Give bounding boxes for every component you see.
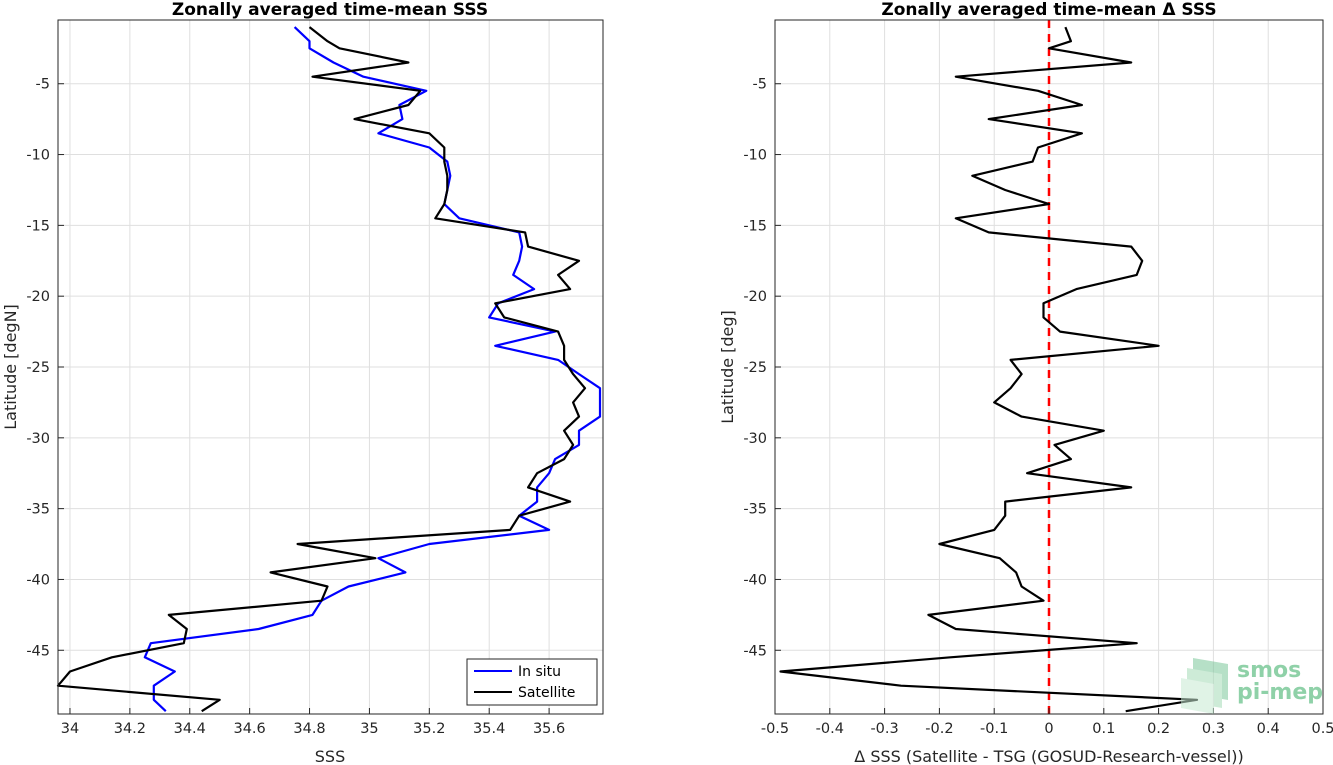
y-tick-label: -10	[26, 148, 50, 164]
x-tick-label: -0.4	[816, 721, 844, 737]
right-axes: -0.5 -0.4 -0.3 -0.2 -0.1 0 0.1 0.2 0.3 0.4 0.5 -45 -…	[718, 0, 1333, 765]
x-tick-label: 34	[61, 721, 79, 737]
left-grid	[58, 20, 603, 714]
x-tick-label: -0.2	[925, 721, 953, 737]
y-tick-label: -15	[26, 218, 50, 234]
right-chart-title: Zonally averaged time-mean Δ SSS	[881, 0, 1216, 20]
left-ticks: 34 34.2 34.4 34.6 34.8 35 35.2 35.4 35.6 -45 -40 -3…	[26, 77, 565, 737]
y-tick-label: -40	[743, 572, 767, 588]
legend-box	[466, 658, 598, 706]
y-tick-label: -25	[26, 360, 50, 376]
y-tick-label: -40	[26, 572, 50, 588]
y-tick-label: -35	[743, 502, 767, 518]
left-series	[56, 26, 602, 713]
y-tick-label: -5	[753, 77, 767, 93]
legend-label-satellite: Satellite	[518, 685, 575, 701]
x-tick-label: -0.5	[761, 721, 789, 737]
left-x-axis-label: SSS	[315, 747, 345, 765]
x-tick-label: 34.8	[293, 721, 325, 737]
right-ticks: -0.5 -0.4 -0.3 -0.2 -0.1 0 0.1 0.2 0.3 0.4 0.5 -45 -…	[743, 77, 1333, 737]
y-tick-label: -20	[743, 289, 767, 305]
y-tick-label: -45	[26, 643, 50, 659]
y-tick-label: -30	[26, 431, 50, 447]
x-tick-label: 0.2	[1147, 721, 1170, 737]
x-tick-label: 0.4	[1257, 721, 1280, 737]
y-tick-label: -25	[743, 360, 767, 376]
y-tick-label: -35	[26, 502, 50, 518]
x-tick-label: 0.1	[1092, 721, 1115, 737]
x-tick-label: 34.6	[233, 721, 265, 737]
y-tick-label: -30	[743, 431, 767, 447]
x-tick-label: 0.3	[1202, 721, 1225, 737]
y-tick-label: -5	[36, 77, 50, 93]
x-tick-label: 34.2	[114, 721, 146, 737]
legend: In situ Satellite	[466, 658, 598, 706]
x-tick-label: 0	[1044, 721, 1053, 737]
x-tick-label: 35.4	[473, 721, 505, 737]
logo-text-smos: smos	[1237, 658, 1301, 683]
x-tick-label: 0.5	[1311, 721, 1333, 737]
y-tick-label: -20	[26, 289, 50, 305]
left-axes: 34 34.2 34.4 34.6 34.8 35 35.2 35.4 35.6 -45 -40 -3…	[1, 0, 604, 765]
smos-pi-mep-logo: smos pi-mep	[1181, 658, 1323, 714]
series-line-delta-sss	[779, 26, 1199, 713]
x-tick-label: 34.4	[174, 721, 206, 737]
right-y-axis-label: Latitude [deg]	[718, 310, 737, 424]
x-tick-label: 35	[360, 721, 378, 737]
legend-label-in-situ: In situ	[518, 664, 561, 680]
y-tick-label: -45	[743, 643, 767, 659]
left-chart-title: Zonally averaged time-mean SSS	[172, 0, 488, 20]
series-line-satellite	[56, 26, 587, 713]
right-series	[779, 26, 1199, 713]
y-tick-label: -10	[743, 148, 767, 164]
logo-text-pi-mep: pi-mep	[1237, 680, 1323, 705]
logo-mark-icon	[1181, 658, 1228, 714]
x-tick-label: -0.1	[980, 721, 1008, 737]
x-tick-label: 35.6	[533, 721, 565, 737]
left-y-axis-label: Latitude [degN]	[1, 304, 20, 430]
right-x-axis-label: Δ SSS (Satellite - TSG (GOSUD-Research-v…	[854, 747, 1243, 765]
y-tick-label: -15	[743, 218, 767, 234]
x-tick-label: 35.2	[413, 721, 445, 737]
x-tick-label: -0.3	[870, 721, 898, 737]
